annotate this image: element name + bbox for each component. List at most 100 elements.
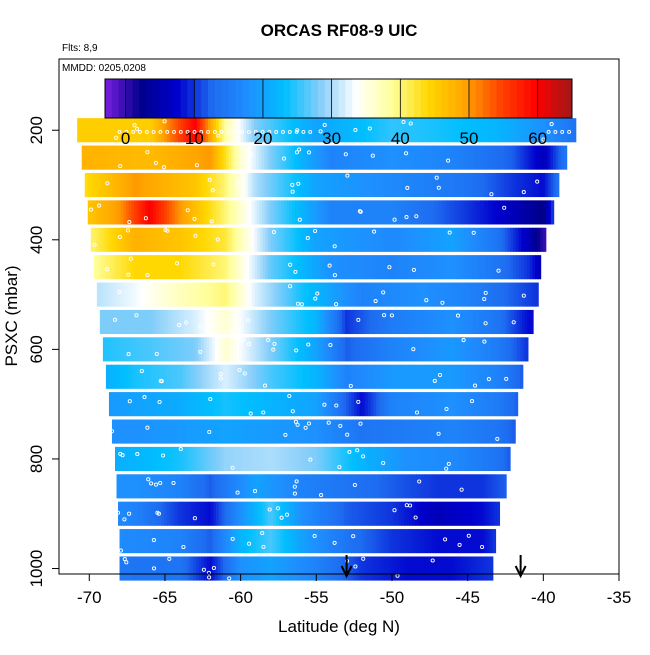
heatmap-cell xyxy=(487,474,491,499)
heatmap-cell xyxy=(414,501,419,526)
sample-marker xyxy=(326,420,331,425)
heatmap-cell xyxy=(511,337,515,362)
heatmap-cell xyxy=(345,337,349,362)
heatmap-cell xyxy=(461,501,465,526)
heatmap-cell xyxy=(221,200,225,225)
heatmap-cell xyxy=(123,255,128,280)
heatmap-cell xyxy=(383,474,387,499)
heatmap-cell xyxy=(215,200,220,225)
heatmap-cell xyxy=(462,309,466,335)
heatmap-cell xyxy=(128,419,132,444)
heatmap-cell xyxy=(200,255,204,280)
heatmap-cell xyxy=(395,172,399,198)
heatmap-cell xyxy=(173,309,177,335)
heatmap-cell xyxy=(432,309,436,335)
colorbar-swatch xyxy=(105,79,113,118)
heatmap-cell xyxy=(119,364,123,389)
heatmap-cell xyxy=(440,282,444,307)
heatmap-cell xyxy=(133,172,138,198)
heatmap-cell xyxy=(505,282,509,307)
heatmap-cell xyxy=(451,337,455,362)
heatmap-cell xyxy=(470,282,474,307)
heatmap-cell xyxy=(87,172,91,198)
sample-marker xyxy=(486,377,491,382)
heatmap-cell xyxy=(192,337,197,362)
heatmap-cell xyxy=(475,255,479,280)
heatmap-cell xyxy=(250,556,254,581)
sample-marker xyxy=(472,383,478,388)
heatmap-cell xyxy=(362,364,366,389)
heatmap-cell xyxy=(493,392,497,417)
heatmap-cell xyxy=(470,364,475,389)
heatmap-cell xyxy=(132,474,137,499)
heatmap-cell xyxy=(339,337,344,362)
heatmap-cell xyxy=(381,145,385,170)
heatmap-cell xyxy=(335,501,340,526)
heatmap-cell xyxy=(160,392,165,417)
sample-marker xyxy=(367,126,372,131)
heatmap-cell xyxy=(442,227,446,252)
heatmap-cell xyxy=(283,529,287,554)
heatmap-cell xyxy=(111,337,115,362)
heatmap-cell xyxy=(462,556,467,581)
sample-marker xyxy=(198,349,203,354)
heatmap-cell xyxy=(491,255,495,280)
heatmap-cell xyxy=(289,255,294,280)
heatmap-cell xyxy=(394,556,399,581)
heatmap-cell xyxy=(416,392,421,417)
heatmap-cell xyxy=(218,501,223,526)
heatmap-cell xyxy=(187,392,192,417)
heatmap-cell xyxy=(209,556,213,581)
heatmap-cell xyxy=(344,255,348,280)
heatmap-cell xyxy=(329,474,333,499)
heatmap-cell xyxy=(102,337,107,362)
sample-marker xyxy=(161,165,167,170)
heatmap-cell xyxy=(485,200,489,225)
heatmap-cell xyxy=(320,337,325,362)
heatmap-cell xyxy=(481,364,486,389)
heatmap-cell xyxy=(512,172,516,198)
heatmap-cell xyxy=(144,529,148,554)
heatmap-cell xyxy=(286,172,290,198)
heatmap-cell xyxy=(348,529,352,554)
heatmap-cell xyxy=(421,474,425,499)
heatmap-cell xyxy=(160,529,164,554)
heatmap-cell xyxy=(519,309,523,335)
heatmap-cell xyxy=(312,337,316,362)
heatmap-cell xyxy=(164,227,168,252)
heatmap-cell xyxy=(247,145,252,170)
heatmap-cell xyxy=(543,118,547,143)
heatmap-cell xyxy=(176,556,181,581)
heatmap-cell xyxy=(498,172,503,198)
heatmap-cell xyxy=(460,392,464,417)
heatmap-cell xyxy=(295,227,299,252)
heatmap-cell xyxy=(499,255,504,280)
heatmap-cell xyxy=(226,172,230,198)
sample-marker xyxy=(343,152,348,157)
heatmap-cell xyxy=(119,529,123,554)
heatmap-cell xyxy=(365,446,369,471)
heatmap-cell xyxy=(233,282,237,307)
sample-marker xyxy=(489,192,494,197)
heatmap-cell xyxy=(321,145,325,170)
heatmap-cell xyxy=(167,501,171,526)
sample-marker xyxy=(290,409,295,414)
sample-marker xyxy=(252,489,258,494)
heatmap-cell xyxy=(371,501,375,526)
heatmap-cell xyxy=(405,364,409,389)
heatmap-cell xyxy=(209,392,214,417)
heatmap-cell xyxy=(121,255,125,280)
heatmap-cell xyxy=(463,392,467,417)
heatmap-cell xyxy=(395,227,400,252)
heatmap-cell xyxy=(298,282,302,307)
heatmap-cell xyxy=(203,529,208,554)
heatmap-cell xyxy=(119,474,123,499)
heatmap-cell xyxy=(165,556,170,581)
heatmap-cell xyxy=(153,200,157,225)
heatmap-cell xyxy=(423,501,427,526)
heatmap-cell xyxy=(242,556,246,581)
heatmap-cell xyxy=(96,282,101,307)
sample-marker xyxy=(436,431,441,436)
heatmap-cell xyxy=(184,337,188,362)
sample-marker xyxy=(178,447,183,452)
